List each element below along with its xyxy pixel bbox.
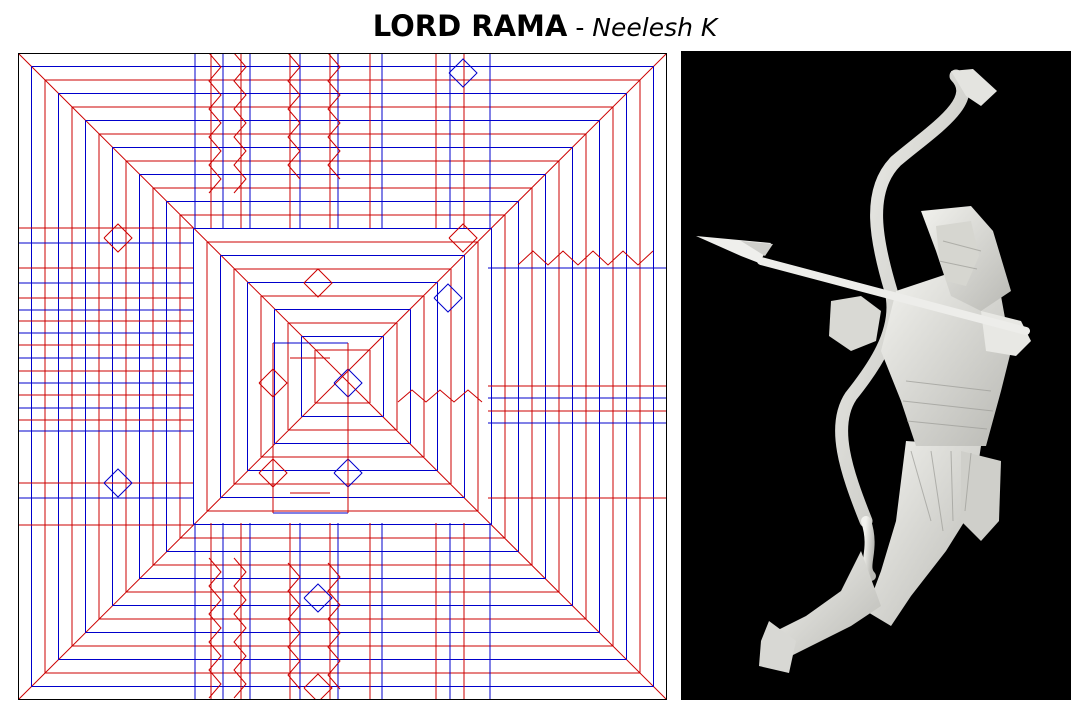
origami-archer-figure-icon (696, 69, 1031, 673)
flap-crease (303, 268, 333, 298)
arrow (696, 236, 1030, 335)
zigzag-crease (233, 557, 247, 699)
crease-pattern (18, 53, 667, 700)
zigzag-crease (397, 389, 483, 403)
flap-crease (303, 673, 333, 700)
flap-crease (333, 458, 363, 488)
zigzag-crease (233, 53, 247, 194)
flap-crease (258, 368, 288, 398)
zigzag-crease (327, 562, 341, 690)
crease-pattern-border (18, 53, 667, 700)
flap-crease (303, 583, 333, 613)
zigzag-crease (208, 53, 222, 194)
flap-crease (333, 368, 363, 398)
flap-crease (448, 58, 478, 88)
flap-crease (433, 283, 463, 313)
zigzag-crease (208, 557, 222, 699)
zigzag-crease (287, 562, 301, 690)
crease-lines (18, 53, 667, 700)
zigzag-crease (287, 53, 301, 180)
model-title: LORD RAMA (372, 9, 568, 43)
flap-crease (103, 223, 133, 253)
flap-crease (103, 468, 133, 498)
page-title: LORD RAMA - Neelesh K (0, 6, 1090, 51)
title-separator: - (567, 13, 593, 42)
flap-crease (448, 223, 478, 253)
bow-tip-fold (951, 69, 997, 106)
author-name: Neelesh K (592, 13, 718, 42)
zigzag-crease (517, 250, 654, 266)
paper-creases (902, 240, 994, 532)
legs (759, 441, 1001, 673)
flap-crease (258, 458, 288, 488)
model-photo (681, 51, 1071, 700)
zigzag-crease (327, 53, 341, 180)
